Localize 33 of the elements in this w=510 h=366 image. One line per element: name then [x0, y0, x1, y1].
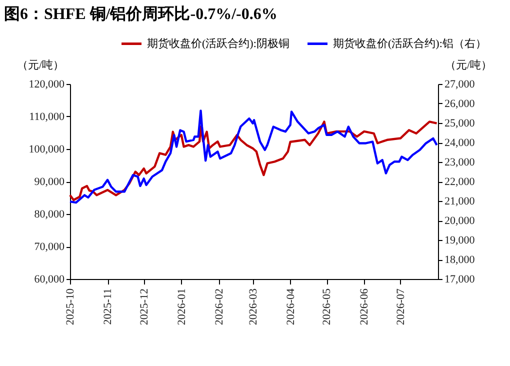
legend-label: 期货收盘价(活跃合约):铝（右） [333, 36, 486, 50]
y2-tick-label: 22,000 [444, 176, 476, 188]
x-tick-label: 2026-05 [321, 288, 334, 326]
x-tick-label: 2025-12 [138, 288, 150, 326]
y2-tick-label: 20,000 [444, 215, 476, 227]
y2-tick-label: 26,000 [444, 98, 476, 110]
y-tick-label: 120,000 [28, 78, 65, 90]
y-tick-label: 90,000 [34, 176, 65, 188]
chart-title: 图6：SHFE 铜/铝价周环比-0.7%/-0.6% [4, 5, 278, 23]
y-axis-title: （元/吨） [16, 58, 64, 72]
y-tick-label: 70,000 [34, 241, 65, 253]
x-tick-label: 2026-01 [176, 288, 188, 326]
y-tick-label: 80,000 [34, 208, 65, 220]
y2-tick-label: 23,000 [444, 156, 476, 168]
y-tick-label: 100,000 [28, 144, 65, 156]
x-tick-label: 2025-10 [64, 288, 76, 326]
y2-tick-label: 17,000 [444, 274, 476, 286]
y2-axis-title: （元/吨） [444, 58, 492, 72]
y-tick-label: 110,000 [29, 111, 65, 123]
legend-label: 期货收盘价(活跃合约):阴极铜 [147, 36, 290, 50]
x-tick-label: 2026-03 [247, 288, 260, 326]
y2-tick-label: 25,000 [444, 118, 476, 130]
x-tick-label: 2026-07 [394, 288, 407, 326]
y2-tick-label: 24,000 [444, 137, 476, 149]
y2-tick-label: 19,000 [444, 234, 476, 246]
x-tick-label: 2025-11 [102, 288, 114, 325]
x-tick-label: 2026-04 [284, 288, 297, 326]
y2-tick-label: 27,000 [444, 78, 476, 90]
y-tick-label: 60,000 [34, 274, 65, 286]
x-tick-label: 2026-06 [358, 288, 371, 326]
y2-tick-label: 18,000 [444, 254, 476, 266]
x-tick-label: 2026-02 [213, 288, 226, 326]
y2-tick-label: 21,000 [444, 196, 476, 208]
